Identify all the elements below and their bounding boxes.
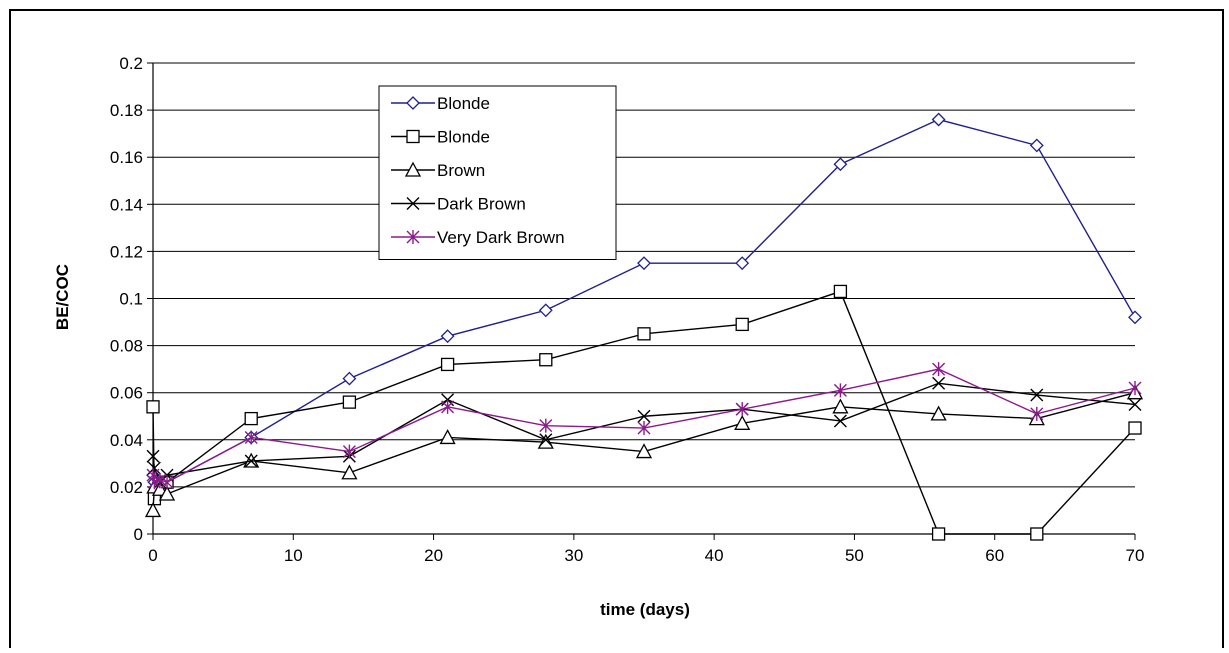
legend-entry: Brown <box>391 161 485 180</box>
data-point <box>146 449 160 463</box>
data-point <box>1128 397 1142 411</box>
data-point <box>153 472 167 487</box>
data-point <box>1128 421 1142 435</box>
y-tick-label: 0.14 <box>110 195 143 214</box>
data-point <box>439 429 456 445</box>
legend-entry: Blonde <box>391 94 490 113</box>
legend-entry: Blonde <box>391 128 490 147</box>
data-point <box>735 317 749 332</box>
data-point <box>539 418 553 433</box>
data-point <box>1128 310 1142 325</box>
data-point <box>637 421 651 436</box>
y-tick-label: 0.12 <box>110 242 143 261</box>
data-point <box>144 502 162 518</box>
y-tick-label: 0.1 <box>119 290 143 309</box>
y-tick-label: 0.02 <box>110 478 143 497</box>
y-tick-label: 0 <box>134 525 143 544</box>
legend-entry: Very Dark Brown <box>391 228 565 247</box>
data-point <box>637 409 651 423</box>
data-point <box>406 96 420 110</box>
x-tick-label: 20 <box>424 546 443 565</box>
data-point <box>539 433 553 447</box>
legend-label: Brown <box>437 161 485 180</box>
data-point <box>440 329 455 344</box>
x-tick-label: 30 <box>564 546 583 565</box>
x-tick-label: 10 <box>284 546 303 565</box>
y-tick-label: 0.18 <box>110 101 143 120</box>
data-point <box>342 371 357 386</box>
data-point <box>539 353 553 367</box>
data-point <box>406 129 420 144</box>
data-point <box>637 327 651 341</box>
data-point <box>1030 388 1044 402</box>
data-point <box>537 433 554 449</box>
data-point <box>833 383 847 398</box>
y-tick-label: 0.08 <box>110 337 143 356</box>
data-point <box>244 411 258 426</box>
series-4 <box>146 362 1142 490</box>
data-point <box>1030 406 1044 421</box>
data-point <box>1030 527 1044 541</box>
data-point <box>1128 380 1142 395</box>
data-point <box>833 157 848 172</box>
data-point <box>440 357 455 372</box>
x-tick-label: 0 <box>148 546 157 565</box>
axes: 0 0.02 0.04 0.06 0.08 0.1 0.12 0.14 0.16 0.18 0.2 0… <box>110 54 1145 565</box>
data-point <box>734 414 751 430</box>
data-point <box>538 303 553 318</box>
data-point <box>342 395 357 409</box>
data-point <box>441 399 455 414</box>
y-axis-title: BE/COC <box>53 264 72 330</box>
legend-label: Very Dark Brown <box>437 228 565 247</box>
legend-label: Blonde <box>437 94 490 113</box>
data-point <box>932 362 946 377</box>
x-tick-label: 40 <box>705 546 724 565</box>
x-axis-title: time (days) <box>600 600 690 619</box>
data-point <box>930 405 947 421</box>
data-point <box>406 230 420 244</box>
legend-label: Dark Brown <box>437 195 526 214</box>
series <box>144 112 1144 541</box>
data-point <box>833 414 847 428</box>
y-tick-label: 0.06 <box>110 384 143 403</box>
gridlines <box>153 62 1135 488</box>
legend-label: Blonde <box>437 128 490 147</box>
data-point <box>1029 138 1044 153</box>
y-tick-label: 0.2 <box>119 54 143 73</box>
x-tick-label: 70 <box>1126 546 1145 565</box>
data-point <box>406 197 420 210</box>
data-point <box>146 400 160 414</box>
data-point <box>833 284 848 299</box>
data-point <box>244 454 258 468</box>
data-point <box>404 161 422 177</box>
x-tick-label: 50 <box>845 546 864 565</box>
data-point <box>244 430 258 445</box>
legend-entry: Dark Brown <box>391 195 526 214</box>
y-tick-label: 0.04 <box>110 431 143 450</box>
legend: Blonde Blonde Brown Dark Brown Very Dark Bro… <box>378 85 617 260</box>
x-tick-label: 60 <box>985 546 1004 565</box>
data-point <box>832 398 849 414</box>
data-point <box>151 480 169 496</box>
data-point <box>637 256 651 271</box>
data-point <box>735 402 749 417</box>
data-point <box>158 485 176 501</box>
data-point <box>342 444 356 459</box>
data-point <box>932 376 946 390</box>
data-point <box>735 256 750 271</box>
y-tick-label: 0.16 <box>110 148 143 167</box>
data-point <box>635 443 653 459</box>
data-point <box>160 475 174 490</box>
data-point <box>341 464 358 480</box>
data-point <box>931 527 946 541</box>
data-point <box>931 112 946 127</box>
